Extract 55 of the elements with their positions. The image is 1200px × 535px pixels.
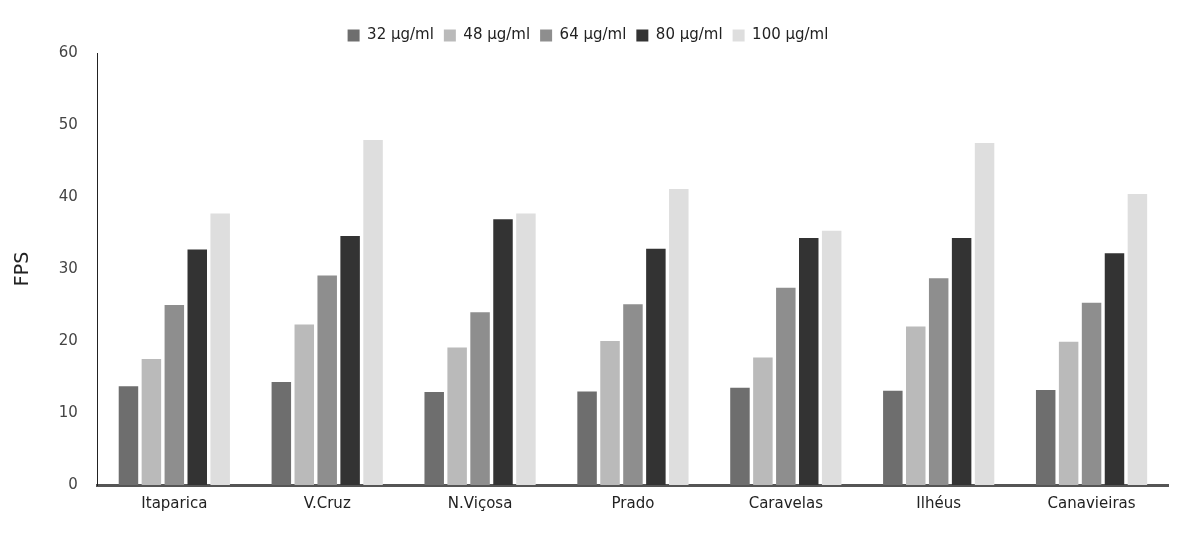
bar: [1035, 389, 1056, 485]
x-tick-label: Canavieiras: [1047, 493, 1136, 512]
bar: [883, 390, 903, 485]
bar: [776, 287, 796, 485]
bar: [294, 324, 315, 485]
bar: [210, 213, 230, 485]
y-tick-label: 40: [58, 186, 78, 205]
legend-label: 100 µg/ml: [752, 25, 829, 44]
y-tick-label: 60: [58, 42, 78, 61]
bar: [623, 304, 643, 485]
bar: [974, 143, 995, 485]
bar: [577, 391, 597, 485]
bar: [951, 238, 972, 485]
x-tick-label: Caravelas: [748, 493, 824, 512]
x-tick-label: Itaparica: [141, 493, 208, 512]
y-tick-label: 10: [58, 402, 78, 421]
bar: [1058, 341, 1079, 485]
bar: [516, 213, 536, 485]
bar: [1081, 302, 1102, 485]
bar: [470, 312, 490, 485]
legend-label: 80 µg/ml: [655, 25, 723, 44]
bar: [493, 219, 513, 485]
bar: [363, 140, 383, 485]
bar: [753, 357, 773, 485]
bar: [164, 305, 185, 485]
bar: [730, 387, 750, 485]
y-tick-label: 30: [58, 258, 78, 277]
x-tick-label: N.Viçosa: [447, 493, 513, 512]
x-tick-label: Prado: [611, 493, 655, 512]
y-tick-label: 20: [58, 330, 78, 349]
y-tick-label: 50: [58, 114, 78, 133]
x-tick-label: V.Cruz: [303, 493, 351, 512]
bar: [118, 386, 139, 485]
legend-label: 32 µg/ml: [367, 25, 434, 44]
bar: [906, 326, 926, 485]
bar: [271, 382, 292, 485]
y-tick-label: 0: [68, 474, 78, 493]
x-tick-label: Ilhéus: [916, 493, 962, 512]
legend-label: 64 µg/ml: [559, 25, 627, 44]
bar: [821, 230, 842, 485]
legend-label: 48 µg/ml: [463, 25, 531, 44]
bar: [799, 238, 819, 485]
bar: [340, 235, 360, 485]
bar: [669, 189, 689, 485]
bar: [187, 249, 207, 485]
bar: [646, 248, 666, 485]
bar: [141, 359, 162, 485]
bar: [1104, 253, 1125, 485]
bar: [928, 278, 949, 485]
bar: [424, 392, 444, 485]
bar: [447, 347, 467, 485]
bar: [600, 341, 620, 485]
bar: [317, 275, 337, 485]
bar: [1127, 194, 1148, 485]
y-axis-title: FPS: [10, 251, 33, 287]
